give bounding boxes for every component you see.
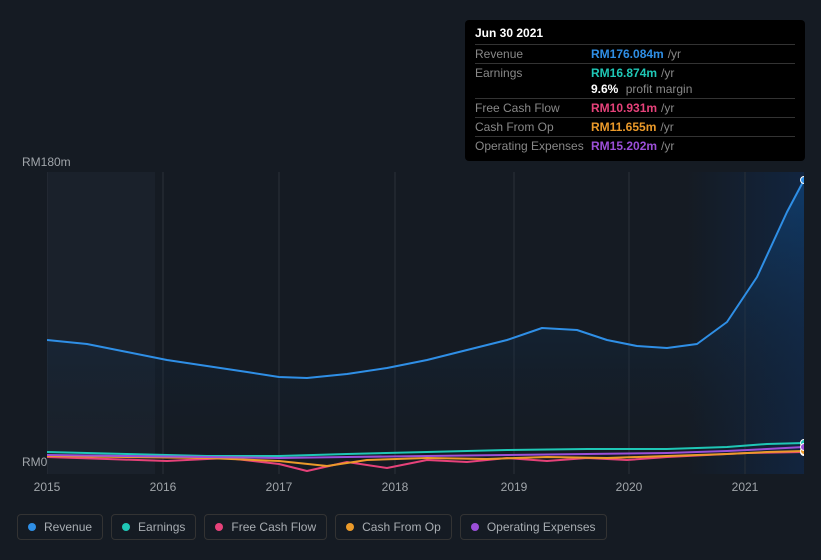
x-tick: 2020 — [616, 480, 643, 494]
tooltip-row: Cash From OpRM11.655m/yr — [475, 117, 795, 136]
tooltip-value: RM11.655m — [591, 120, 656, 134]
tooltip-subrow-value: 9.6% — [591, 82, 618, 96]
legend-dot — [346, 523, 354, 531]
x-tick: 2021 — [732, 480, 759, 494]
tooltip-unit: /yr — [660, 120, 673, 134]
tooltip-value: RM176.084m — [591, 47, 664, 61]
tooltip-row: Operating ExpensesRM15.202m/yr — [475, 136, 795, 155]
x-tick: 2018 — [382, 480, 409, 494]
tooltip-label: Free Cash Flow — [475, 101, 591, 115]
tooltip-row: RevenueRM176.084m/yr — [475, 44, 795, 63]
tooltip-value: RM16.874m — [591, 66, 657, 80]
tooltip-date: Jun 30 2021 — [475, 26, 795, 44]
tooltip-row: EarningsRM16.874m/yr — [475, 63, 795, 82]
tooltip-label: Earnings — [475, 66, 591, 80]
legend-item[interactable]: Operating Expenses — [460, 514, 607, 540]
tooltip-row: Free Cash FlowRM10.931m/yr — [475, 98, 795, 117]
legend-label: Revenue — [44, 520, 92, 534]
x-tick: 2019 — [501, 480, 528, 494]
legend-item[interactable]: Revenue — [17, 514, 103, 540]
chart-plot[interactable] — [47, 172, 804, 474]
x-tick: 2017 — [266, 480, 293, 494]
legend-item[interactable]: Free Cash Flow — [204, 514, 327, 540]
x-tick: 2016 — [150, 480, 177, 494]
legend-dot — [215, 523, 223, 531]
legend-label: Free Cash Flow — [231, 520, 316, 534]
tooltip-subrow-label: profit margin — [622, 82, 692, 96]
y-axis-min-label: RM0 — [22, 455, 47, 469]
tooltip-value: RM15.202m — [591, 139, 657, 153]
chart-tooltip: Jun 30 2021 RevenueRM176.084m/yrEarnings… — [465, 20, 805, 161]
tooltip-label: Operating Expenses — [475, 139, 591, 153]
tooltip-unit: /yr — [668, 47, 681, 61]
y-axis-max-label: RM180m — [22, 155, 71, 169]
legend-item[interactable]: Earnings — [111, 514, 196, 540]
legend-item[interactable]: Cash From Op — [335, 514, 452, 540]
tooltip-unit: /yr — [661, 66, 674, 80]
tooltip-unit: /yr — [661, 101, 674, 115]
legend: Revenue Earnings Free Cash Flow Cash From O… — [17, 514, 607, 540]
legend-label: Earnings — [138, 520, 185, 534]
tooltip-unit: /yr — [661, 139, 674, 153]
tooltip-subrow: 9.6% profit margin — [475, 82, 795, 98]
legend-dot — [471, 523, 479, 531]
legend-dot — [122, 523, 130, 531]
tooltip-label: Revenue — [475, 47, 591, 61]
legend-label: Cash From Op — [362, 520, 441, 534]
x-tick: 2015 — [34, 480, 61, 494]
legend-label: Operating Expenses — [487, 520, 596, 534]
tooltip-value: RM10.931m — [591, 101, 657, 115]
tooltip-label: Cash From Op — [475, 120, 591, 134]
legend-dot — [28, 523, 36, 531]
